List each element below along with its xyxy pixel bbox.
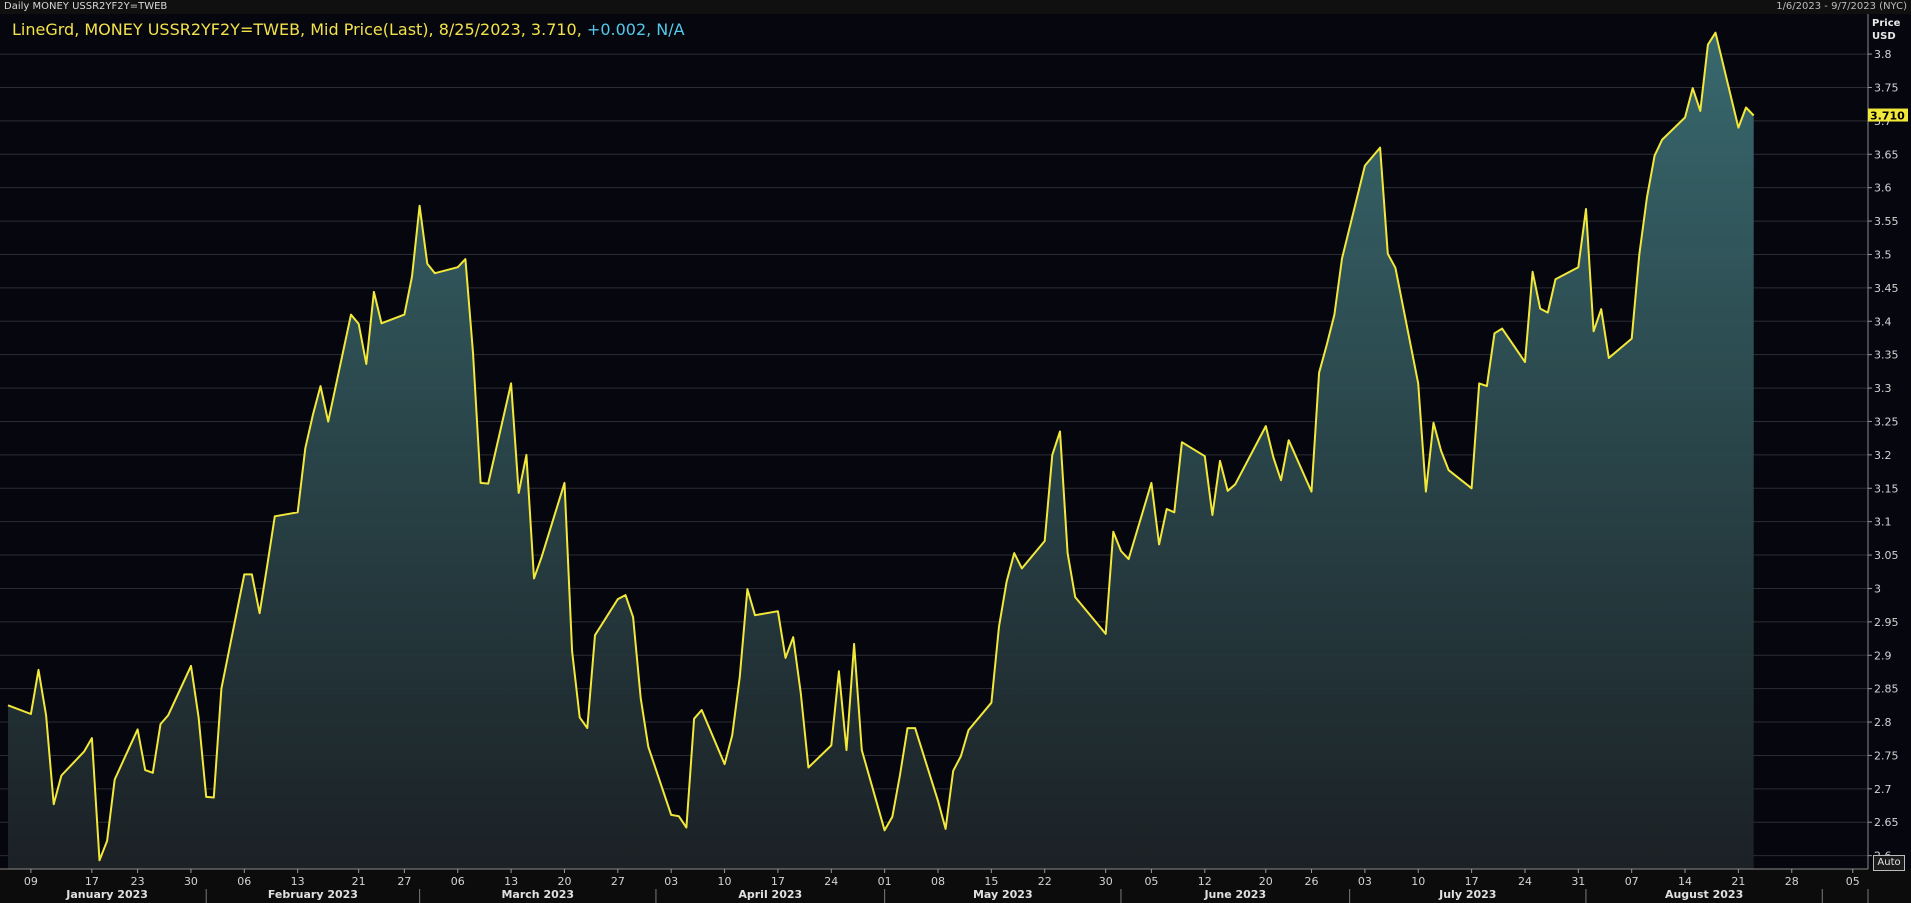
- x-tick-label: 07: [1625, 875, 1639, 888]
- x-tick-label: 03: [1358, 875, 1372, 888]
- y-tick-label: 2.85: [1874, 683, 1899, 696]
- last-value-tag-bg: [1868, 108, 1908, 122]
- y-axis-unit: USD: [1872, 31, 1896, 42]
- month-label: January 2023: [65, 888, 148, 901]
- x-tick-label: 05: [1144, 875, 1158, 888]
- x-tick-label: 15: [984, 875, 998, 888]
- y-tick-label: 2.65: [1874, 816, 1899, 829]
- month-axis: January 2023 February 2023 March 2023 April…: [65, 888, 1869, 903]
- month-label: August 2023: [1665, 888, 1743, 901]
- y-axis-title: Price: [1872, 18, 1901, 29]
- x-tick-label: 08: [931, 875, 945, 888]
- date-range: 1/6/2023 - 9/7/2023 (NYC): [1776, 1, 1907, 12]
- month-label: February 2023: [268, 888, 358, 901]
- x-tick-label: 23: [131, 875, 145, 888]
- x-tick-label: 17: [85, 875, 99, 888]
- x-tick-label: 17: [1465, 875, 1479, 888]
- x-tick-label: 17: [771, 875, 785, 888]
- y-tick-label: 3.5: [1874, 248, 1892, 261]
- y-tick-label: 2.7: [1874, 783, 1892, 796]
- y-tick-label: 2.9: [1874, 649, 1892, 662]
- y-tick-label: 2.8: [1874, 716, 1892, 729]
- month-label: March 2023: [501, 888, 574, 901]
- x-tick-label: 30: [184, 875, 198, 888]
- month-label: June 2023: [1203, 888, 1266, 901]
- x-tick-label: 24: [824, 875, 838, 888]
- month-label: April 2023: [738, 888, 802, 901]
- x-tick-label: 14: [1678, 875, 1692, 888]
- y-tick-label: 3.35: [1874, 349, 1899, 362]
- price-line: [7, 31, 1755, 862]
- chart-legend: LineGrd, MONEY USSR2YF2Y=TWEB, Mid Price…: [12, 20, 685, 39]
- y-tick-label: 3.65: [1874, 148, 1899, 161]
- x-tick-label: 20: [557, 875, 571, 888]
- y-tick-label: 2.95: [1874, 616, 1899, 629]
- x-tick-label: 26: [1305, 875, 1319, 888]
- month-label: July 2023: [1438, 888, 1496, 901]
- window-title: Daily MONEY USSR2YF2Y=TWEB: [4, 1, 168, 12]
- x-tick-label: 12: [1198, 875, 1212, 888]
- x-tick-label: 10: [718, 875, 732, 888]
- y-tick-label: 3: [1874, 582, 1881, 595]
- legend-main-text: LineGrd, MONEY USSR2YF2Y=TWEB, Mid Price…: [12, 20, 582, 39]
- x-tick-label: 13: [504, 875, 518, 888]
- y-tick-label: 3.4: [1874, 315, 1892, 328]
- x-tick-label: 13: [291, 875, 305, 888]
- legend-change-text: +0.002, N/A: [586, 20, 685, 39]
- y-tick-label: 3.8: [1874, 48, 1892, 61]
- x-tick-label: 09: [24, 875, 38, 888]
- x-tick-label: 20: [1259, 875, 1273, 888]
- y-tick-label: 3.3: [1874, 382, 1892, 395]
- x-tick-label: 28: [1785, 875, 1799, 888]
- x-tick-label: 24: [1518, 875, 1532, 888]
- y-tick-label: 3.45: [1874, 282, 1899, 295]
- x-tick-label: 21: [352, 875, 366, 888]
- x-tick-label: 05: [1846, 875, 1860, 888]
- x-tick-label: 22: [1038, 875, 1052, 888]
- x-tick-label: 21: [1731, 875, 1745, 888]
- x-tick-label: 10: [1411, 875, 1425, 888]
- y-tick-label: 3.55: [1874, 215, 1899, 228]
- x-tick-label: 30: [1099, 875, 1113, 888]
- y-tick-label: 3.1: [1874, 516, 1892, 529]
- y-tick-label: 3.25: [1874, 415, 1899, 428]
- month-label: May 2023: [973, 888, 1033, 901]
- x-tick-label: 03: [664, 875, 678, 888]
- x-tick-label: 31: [1571, 875, 1585, 888]
- y-tick-label: 3.75: [1874, 81, 1899, 94]
- auto-scale-button[interactable]: Auto: [1873, 855, 1905, 871]
- x-tick-label: 01: [878, 875, 892, 888]
- last-value-tag-text: 3.710: [1870, 110, 1905, 123]
- window-title-bar: Daily MONEY USSR2YF2Y=TWEB 1/6/2023 - 9/…: [0, 0, 1911, 14]
- x-axis: 09 17 23 30 06 13 21 27 06 13 20 27 03 10 17 24 01 08 15 22…: [0, 868, 1911, 903]
- area-fill: [8, 32, 1754, 869]
- y-axis: 2.62.652.72.752.82.852.92.9533.053.13.15…: [1867, 14, 1899, 869]
- y-tick-label: 3.15: [1874, 482, 1899, 495]
- y-tick-label: 2.75: [1874, 749, 1899, 762]
- x-tick-label: 06: [451, 875, 465, 888]
- y-tick-label: 3.6: [1874, 182, 1892, 195]
- y-tick-label: 3.2: [1874, 449, 1892, 462]
- x-tick-label: 27: [611, 875, 625, 888]
- x-axis-background: [0, 869, 1911, 903]
- x-tick-label: 06: [237, 875, 251, 888]
- y-tick-label: 3.05: [1874, 549, 1899, 562]
- x-tick-label: 27: [397, 875, 411, 888]
- last-value-tag: 3.710: [1868, 108, 1908, 123]
